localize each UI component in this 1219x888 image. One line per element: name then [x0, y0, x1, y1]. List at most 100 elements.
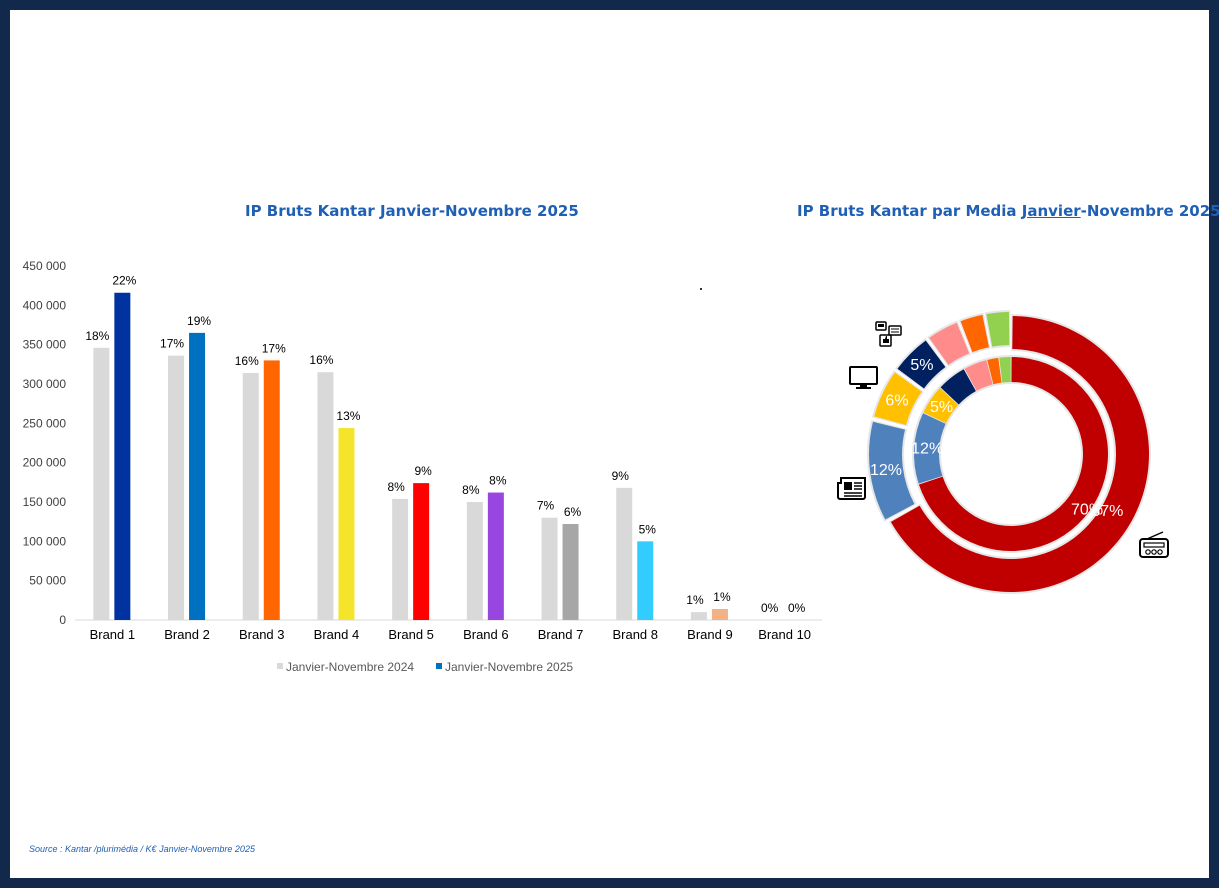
x-tick-label: Brand 2 — [164, 627, 210, 642]
donut-label-inner: 12% — [911, 441, 943, 458]
bar-chart-title: IP Bruts Kantar Janvier-Novembre 2025 — [245, 202, 579, 220]
donut-slice-outer — [869, 421, 915, 520]
bar-2025 — [637, 541, 654, 620]
donut-slice-inner — [999, 357, 1011, 383]
donut-slice-group — [921, 385, 961, 425]
bar-2025 — [263, 360, 280, 620]
donut-slice-group — [867, 419, 917, 522]
tv-icon — [849, 366, 878, 389]
bar-2024 — [616, 487, 633, 620]
y-tick-label: 150 000 — [23, 495, 67, 509]
legend-swatch-2024 — [277, 663, 283, 669]
bar-2024 — [690, 612, 707, 620]
y-tick-label: 100 000 — [23, 534, 67, 548]
x-tick-label: Brand 10 — [758, 627, 811, 642]
bar-2025 — [114, 292, 131, 620]
y-tick-label: 250 000 — [23, 416, 67, 430]
bar-label-2024: 18% — [85, 329, 109, 343]
donut-slice-inner — [923, 387, 959, 424]
newspaper-icon — [837, 477, 866, 500]
donut-slice-group — [911, 411, 948, 486]
x-tick-label: Brand 3 — [239, 627, 285, 642]
legend-label-2025: Janvier-Novembre 2025 — [445, 660, 573, 674]
bar-label-2025: 9% — [414, 464, 432, 478]
bar-2024 — [93, 347, 110, 620]
donut-slice-group — [916, 355, 1110, 553]
bar-2025 — [711, 608, 728, 620]
donut-slice-group — [938, 366, 978, 407]
bar-label-2025: 22% — [112, 274, 136, 288]
donut-slice-group — [985, 355, 1003, 387]
y-tick-label: 50 000 — [29, 574, 66, 588]
bar-label-2025: 17% — [262, 341, 286, 355]
donut-slice-outer — [874, 372, 922, 425]
bar-2024 — [317, 372, 334, 620]
donut-slice-inner — [987, 357, 1002, 385]
x-tick-label: Brand 5 — [388, 627, 434, 642]
donut-label-inner: 5% — [930, 399, 953, 416]
x-tick-label: Brand 8 — [612, 627, 658, 642]
bar-2025 — [487, 492, 504, 620]
bar-label-2025: 13% — [336, 409, 360, 423]
slide: IP Bruts Kantar Janvier-Novembre 2025 IP… — [10, 10, 1219, 878]
x-tick-label: Brand 9 — [687, 627, 733, 642]
x-tick-label: Brand 6 — [463, 627, 509, 642]
donut-label-outer: 67% — [1091, 503, 1123, 520]
donut-chart-title: IP Bruts Kantar par Media Janvier-Novemb… — [797, 202, 1219, 220]
y-tick-label: 400 000 — [23, 298, 67, 312]
bar-2024 — [541, 517, 558, 620]
donut-slice-group — [984, 310, 1011, 349]
donut-slice-group — [998, 354, 1012, 385]
donut-slice-group — [962, 357, 994, 393]
x-tick-label: Brand 7 — [538, 627, 584, 642]
donut-label-outer: 6% — [885, 392, 908, 409]
y-tick-label: 450 000 — [23, 259, 67, 273]
donut-slice-outer — [929, 322, 970, 365]
bar-2024 — [392, 498, 409, 620]
legend-label-2024: Janvier-Novembre 2024 — [286, 660, 414, 674]
donut-title-prefix: IP Bruts Kantar par Media — [797, 202, 1022, 220]
bar-label-2025: 19% — [187, 314, 211, 328]
bar-label-2025: 1% — [713, 590, 731, 604]
stray-dot — [700, 288, 702, 290]
bar-label-2024: 0% — [761, 601, 779, 615]
donut-slice-outer — [960, 314, 989, 353]
y-tick-label: 0 — [59, 613, 66, 627]
donut-slice-group — [871, 370, 924, 427]
donut-title-suffix: -Novembre 2025 — [1080, 202, 1219, 220]
donut-slice-outer — [986, 312, 1010, 347]
bar-label-2025: 6% — [564, 505, 582, 519]
bar-label-2024: 16% — [309, 353, 333, 367]
donut-label-outer: 5% — [910, 357, 933, 374]
bar-label-2024: 8% — [462, 483, 480, 497]
y-tick-label: 350 000 — [23, 338, 67, 352]
donut-chart: 67% 12% 6% 5% 70% 12% 5% — [867, 310, 1151, 595]
bar-2024 — [242, 372, 259, 620]
donut-slice-group — [958, 312, 991, 355]
legend-swatch-2025 — [436, 663, 442, 669]
donut-slice-group — [927, 320, 971, 368]
bar-2024 — [168, 355, 185, 620]
donut-slice-inner — [964, 360, 993, 391]
bar-label-2025: 0% — [788, 601, 806, 615]
y-tick-label: 300 000 — [23, 377, 67, 391]
bar-label-2024: 1% — [686, 593, 704, 607]
donut-slice-outer — [897, 340, 946, 389]
radio-icon — [1139, 531, 1169, 558]
bar-2024 — [466, 502, 483, 620]
y-tick-label: 200 000 — [23, 456, 67, 470]
bar-label-2024: 8% — [387, 480, 405, 494]
x-tick-label: Brand 1 — [90, 627, 136, 642]
bar-2025 — [189, 332, 206, 620]
bar-2025 — [562, 524, 579, 620]
bar-label-2024: 9% — [612, 469, 630, 483]
bar-2025 — [338, 428, 355, 620]
social-media-icon — [875, 321, 902, 347]
bar-label-2025: 8% — [489, 474, 507, 488]
bar-chart: 0 50 000 100 000 150 000 200 000 250 000 300 0… — [23, 259, 822, 674]
bar-label-2024: 17% — [160, 337, 184, 351]
donut-slice-group — [895, 338, 948, 391]
donut-slice-shadow — [916, 355, 1110, 553]
donut-slice-inner — [940, 369, 977, 405]
donut-title-underlined: Janvier — [1021, 202, 1081, 220]
